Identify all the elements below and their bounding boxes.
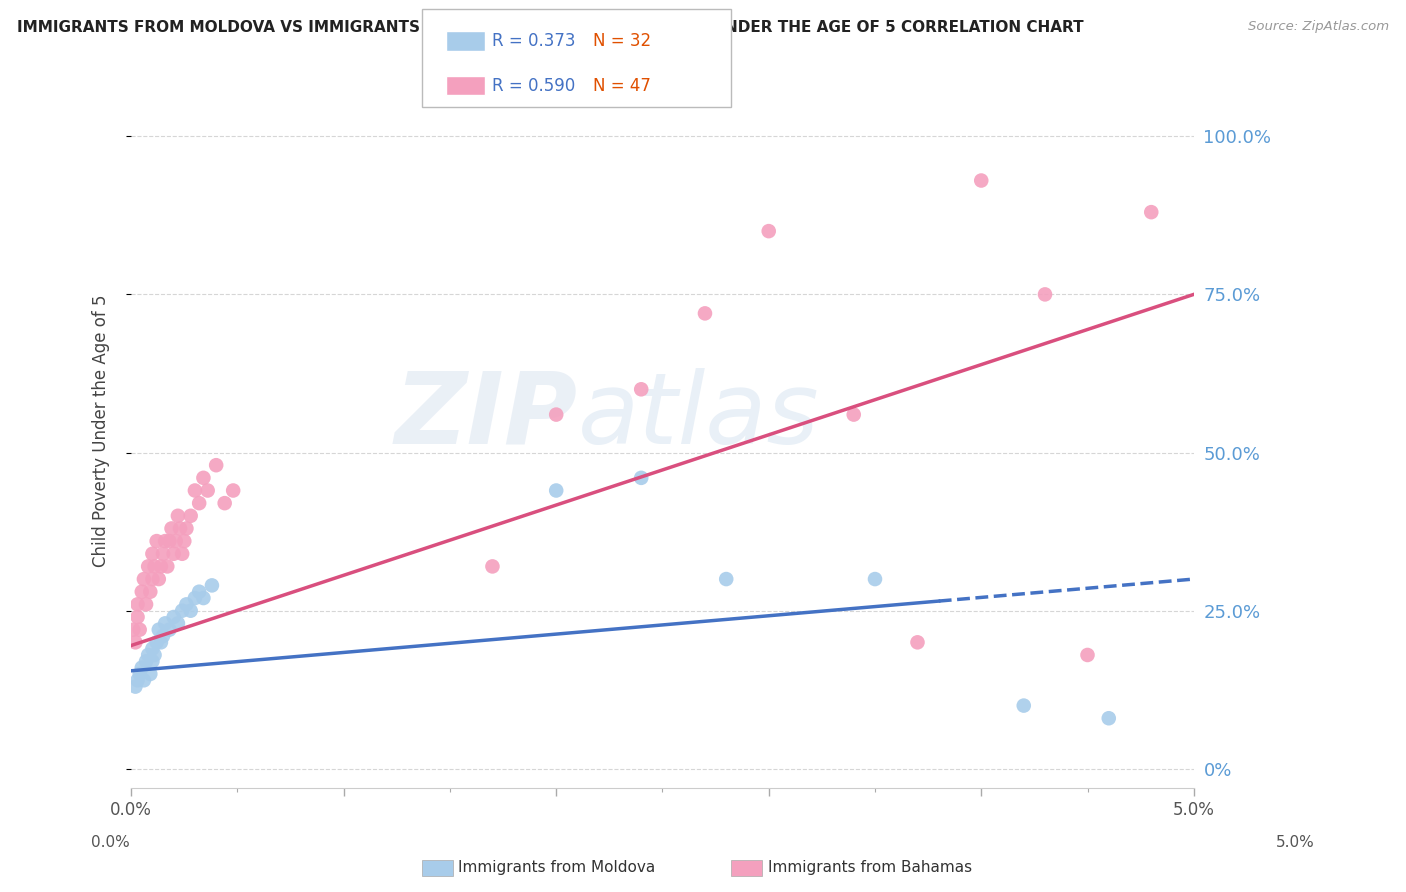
Point xyxy=(176,521,198,535)
Point xyxy=(124,635,146,649)
Point xyxy=(630,471,652,485)
Point xyxy=(127,673,149,688)
Point xyxy=(172,604,194,618)
Point xyxy=(132,572,155,586)
Point xyxy=(131,660,153,674)
Point xyxy=(139,584,162,599)
Text: IMMIGRANTS FROM MOLDOVA VS IMMIGRANTS FROM BAHAMAS CHILD POVERTY UNDER THE AGE O: IMMIGRANTS FROM MOLDOVA VS IMMIGRANTS FR… xyxy=(17,20,1084,35)
Point xyxy=(193,471,215,485)
Point xyxy=(141,641,163,656)
Point xyxy=(907,635,929,649)
Point xyxy=(193,591,215,605)
Point xyxy=(630,382,652,396)
Point xyxy=(157,623,180,637)
Point xyxy=(128,667,150,681)
Point xyxy=(201,578,224,592)
Point xyxy=(176,598,198,612)
Text: Immigrants from Moldova: Immigrants from Moldova xyxy=(458,860,655,874)
Point xyxy=(180,508,202,523)
Point xyxy=(716,572,738,586)
Point xyxy=(141,572,163,586)
Point xyxy=(135,598,157,612)
Point xyxy=(124,680,146,694)
Point xyxy=(1012,698,1035,713)
Text: ZIP: ZIP xyxy=(395,368,578,465)
Point xyxy=(184,483,207,498)
Text: N = 32: N = 32 xyxy=(593,32,651,50)
Text: R = 0.590: R = 0.590 xyxy=(492,77,575,95)
Point xyxy=(481,559,503,574)
Text: Immigrants from Bahamas: Immigrants from Bahamas xyxy=(768,860,972,874)
Point xyxy=(546,408,568,422)
Text: 5.0%: 5.0% xyxy=(1275,836,1315,850)
Point xyxy=(1140,205,1163,219)
Point xyxy=(149,635,172,649)
Point xyxy=(163,547,186,561)
Point xyxy=(136,648,159,662)
Point xyxy=(167,508,190,523)
Point xyxy=(188,496,211,510)
Point xyxy=(173,534,195,549)
Point xyxy=(148,623,170,637)
Point xyxy=(122,623,145,637)
Point xyxy=(152,547,174,561)
Point xyxy=(163,610,186,624)
Point xyxy=(136,559,159,574)
Point xyxy=(180,604,202,618)
Point xyxy=(153,534,176,549)
Point xyxy=(145,534,167,549)
Point xyxy=(1076,648,1098,662)
Point xyxy=(160,521,183,535)
Point xyxy=(197,483,219,498)
Point xyxy=(127,598,149,612)
Text: N = 47: N = 47 xyxy=(593,77,651,95)
Point xyxy=(184,591,207,605)
Point xyxy=(169,521,191,535)
Point xyxy=(143,648,166,662)
Point xyxy=(546,483,568,498)
Point xyxy=(148,572,170,586)
Point xyxy=(143,559,166,574)
Point xyxy=(758,224,780,238)
Point xyxy=(167,616,190,631)
Point xyxy=(128,623,150,637)
Point xyxy=(172,547,194,561)
Point xyxy=(152,629,174,643)
Point xyxy=(153,616,176,631)
Point xyxy=(970,173,993,187)
Point xyxy=(135,654,157,668)
Point xyxy=(141,654,163,668)
Point xyxy=(842,408,865,422)
Point xyxy=(205,458,228,473)
Text: atlas: atlas xyxy=(578,368,820,465)
Point xyxy=(1033,287,1056,301)
Point xyxy=(132,673,155,688)
Text: Source: ZipAtlas.com: Source: ZipAtlas.com xyxy=(1249,20,1389,33)
Point xyxy=(1098,711,1121,725)
Point xyxy=(157,534,180,549)
Point xyxy=(156,559,179,574)
Text: R = 0.373: R = 0.373 xyxy=(492,32,575,50)
Point xyxy=(165,534,187,549)
Point xyxy=(214,496,236,510)
Point xyxy=(863,572,886,586)
Text: 0.0%: 0.0% xyxy=(91,836,131,850)
Point xyxy=(145,635,167,649)
Point xyxy=(188,584,211,599)
Point xyxy=(139,667,162,681)
Point xyxy=(127,610,149,624)
Point xyxy=(693,306,716,320)
Point xyxy=(141,547,163,561)
Point xyxy=(222,483,245,498)
Point xyxy=(131,584,153,599)
Y-axis label: Child Poverty Under the Age of 5: Child Poverty Under the Age of 5 xyxy=(93,294,110,566)
Point xyxy=(149,559,172,574)
